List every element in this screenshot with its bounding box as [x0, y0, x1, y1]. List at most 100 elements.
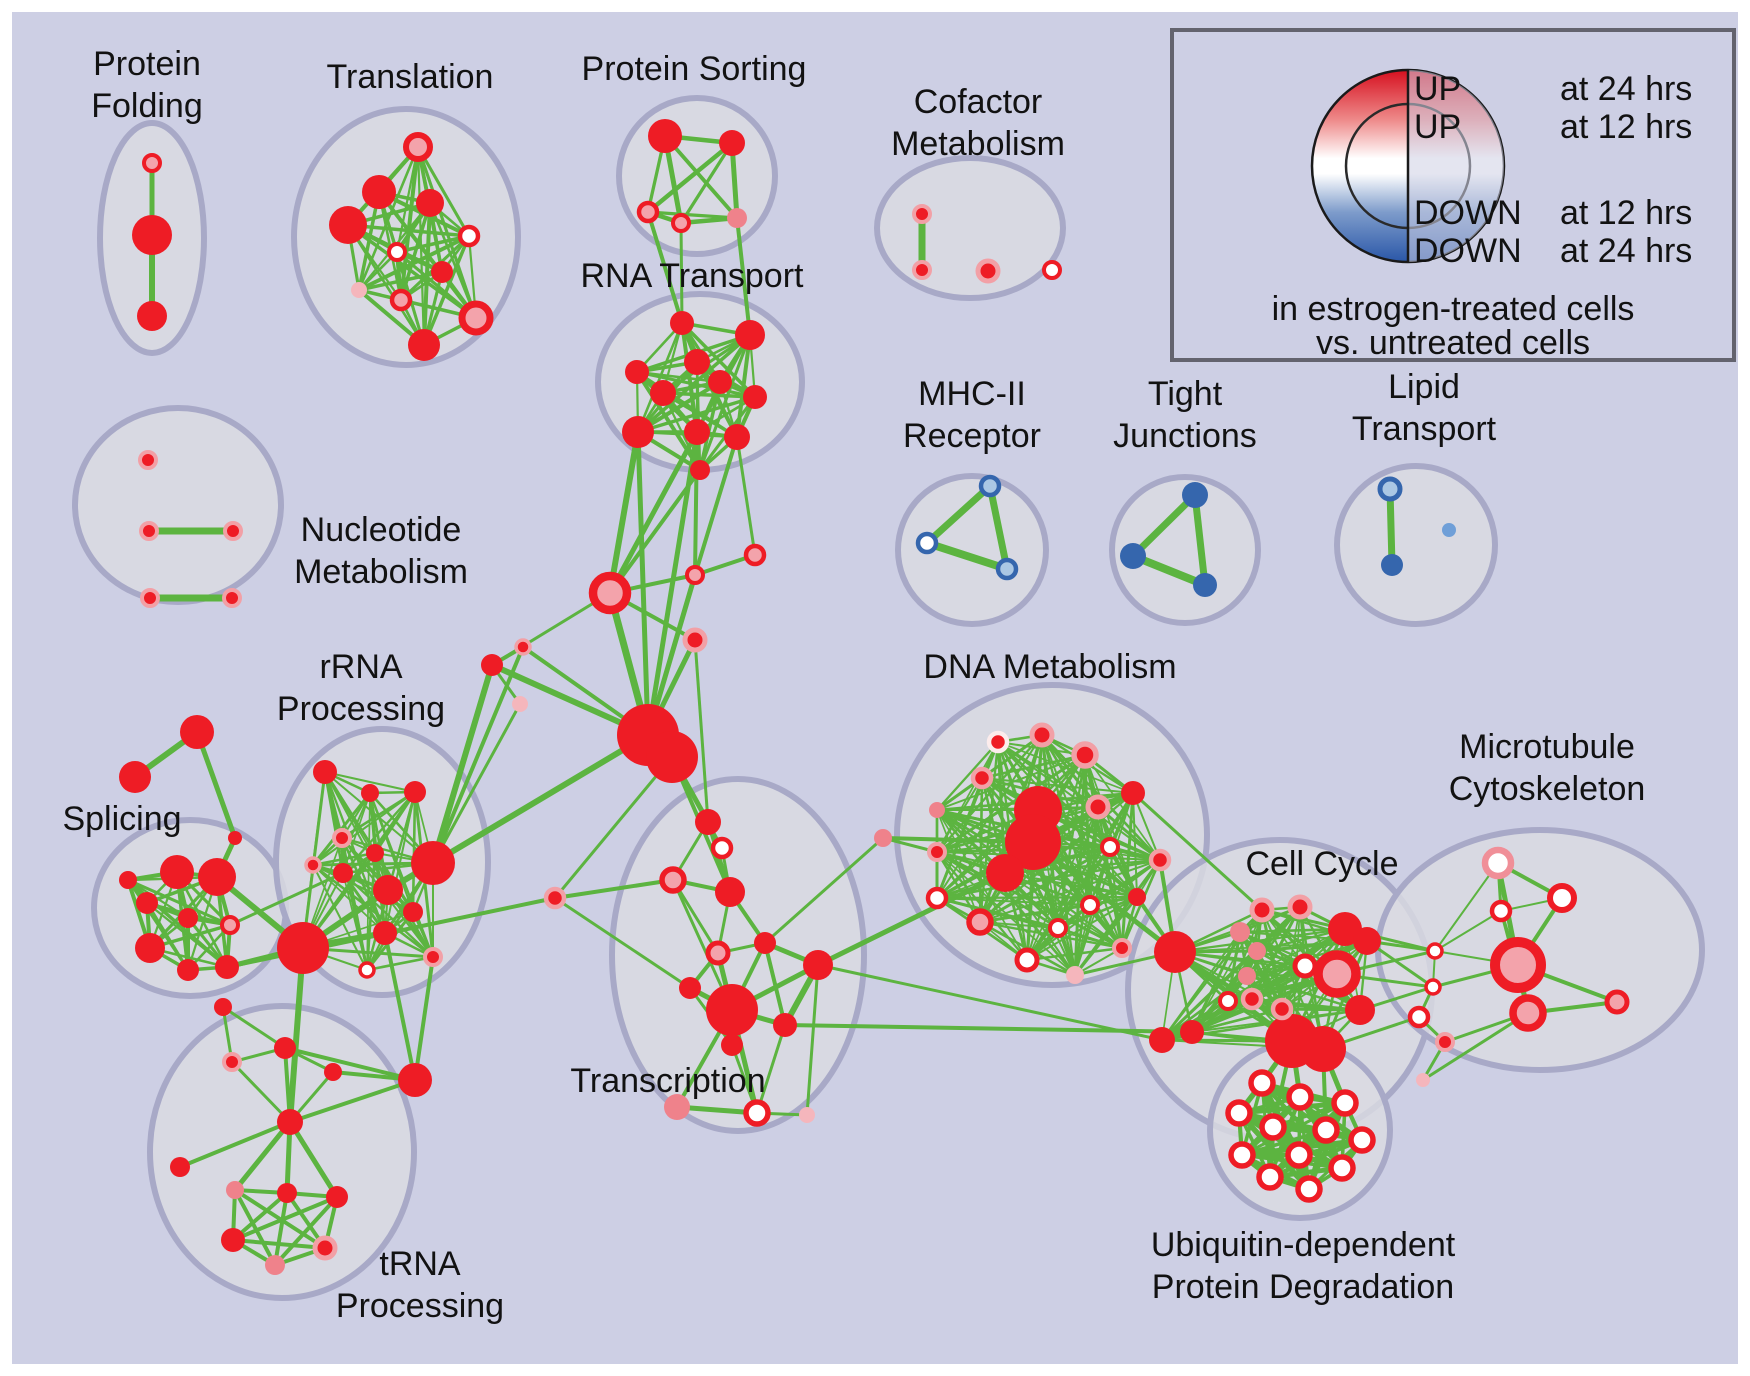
- node-dna-13: [925, 886, 949, 910]
- node-backbone-2: [228, 831, 242, 845]
- edge-rna-transport: [661, 391, 757, 399]
- node-trna-11: [324, 1063, 342, 1081]
- node-splicing-4: [220, 915, 240, 935]
- cluster-tight-junctions-label: Junctions: [1113, 417, 1257, 455]
- edge-transcription: [763, 941, 787, 1027]
- node-backbone-13: [874, 829, 892, 847]
- node-mhc2-0: [978, 474, 1002, 498]
- node-translation-2: [416, 189, 444, 217]
- node-splicing-5: [135, 933, 165, 963]
- node-dna-18: [1112, 938, 1132, 958]
- node-backbone-6: [685, 565, 705, 585]
- edge-protein-sorting: [646, 210, 739, 220]
- edge-link-splicing-rrna: [228, 871, 345, 927]
- node-cellcycle-2: [1287, 894, 1313, 920]
- node-nucleotide-2: [223, 521, 243, 541]
- edge-microtubule: [1434, 910, 1502, 952]
- node-dna-14: [966, 908, 994, 936]
- edge-link-rna-transport-backbone: [608, 468, 702, 595]
- edge-translation: [357, 270, 444, 292]
- node-dna-0: [986, 730, 1010, 754]
- node-ubiquitin-4: [1259, 1113, 1287, 1141]
- node-ubiquitin-11: [1295, 1175, 1323, 1203]
- legend-dir-2: DOWN: [1414, 194, 1522, 232]
- node-transcription-12: [743, 1099, 771, 1127]
- node-dna-19: [1014, 947, 1040, 973]
- node-rna-transport-4: [708, 370, 732, 394]
- node-dna-3: [970, 766, 994, 790]
- node-trna-3: [277, 1183, 297, 1203]
- edge-dna: [935, 808, 1077, 977]
- node-splicing-1: [198, 858, 236, 896]
- edge-cellcycle: [1246, 975, 1361, 1011]
- edge-dna: [1056, 895, 1139, 930]
- edge-link-backbone-transcription: [553, 896, 692, 990]
- node-microtubule-2: [1489, 899, 1513, 923]
- legend: UP at 24 hrs UP at 12 hrs DOWN at 12 hrs DOWN a…: [1170, 28, 1736, 362]
- node-cellcycle-13: [1300, 1026, 1346, 1072]
- node-tight-junctions-0: [1182, 482, 1208, 508]
- node-trna-12: [398, 1063, 432, 1097]
- legend-dir-3: DOWN: [1414, 232, 1522, 270]
- legend-time-1: at 12 hrs: [1560, 108, 1692, 146]
- node-cofactor-1: [912, 260, 932, 280]
- edge-dna: [936, 754, 1086, 811]
- node-nucleotide-1: [139, 521, 159, 541]
- legend-footer-1: vs. untreated cells: [1316, 324, 1590, 362]
- node-trna-6: [312, 1235, 338, 1261]
- node-rrna-3: [332, 828, 352, 848]
- node-trna-5: [221, 1228, 245, 1252]
- legend-time-3: at 24 hrs: [1560, 232, 1692, 270]
- node-splicing-6: [177, 959, 199, 981]
- node-translation-6: [431, 261, 453, 283]
- edge-link-rna-transport-backbone: [693, 435, 739, 577]
- cluster-microtubule-label: Microtubule: [1459, 728, 1635, 766]
- node-cellcycle-9: [1238, 967, 1256, 985]
- edge-link-rna-transport-backbone: [735, 435, 757, 557]
- edge-protein-sorting: [663, 134, 739, 220]
- edge-trna: [288, 1078, 417, 1124]
- node-rna-transport-10: [690, 460, 710, 480]
- edge-rna-transport: [636, 380, 722, 434]
- edge-mhc2: [923, 482, 994, 547]
- cluster-trna-label: Processing: [336, 1287, 504, 1325]
- edge-trna: [273, 1191, 289, 1267]
- node-cofactor-3: [1042, 260, 1062, 280]
- cluster-protein-sorting-ellipse: [616, 95, 778, 257]
- edge-transcription: [755, 1023, 787, 1115]
- edge-trna: [232, 1119, 293, 1193]
- cluster-cofactor-label: Cofactor: [914, 83, 1043, 121]
- node-rrna-13: [277, 922, 329, 974]
- node-transcription-2: [659, 866, 687, 894]
- edge-rrna: [368, 791, 435, 959]
- node-dna-11: [1100, 837, 1120, 857]
- cluster-cofactor-label: Metabolism: [891, 125, 1065, 163]
- node-translation-9: [458, 300, 494, 336]
- node-rna-transport-9: [724, 424, 750, 450]
- node-protein-folding-1: [132, 215, 172, 255]
- node-backbone-9: [514, 638, 532, 656]
- cluster-translation-label: Translation: [327, 58, 494, 96]
- edge-trna: [221, 1005, 287, 1050]
- node-microtubule-9: [1435, 1032, 1455, 1052]
- edge-backbone: [490, 591, 612, 667]
- node-nucleotide-3: [140, 588, 160, 608]
- edge-translation: [357, 234, 471, 292]
- edge-mhc2: [986, 482, 1011, 573]
- node-trna-8: [214, 998, 232, 1016]
- node-nucleotide-0: [138, 450, 158, 470]
- node-ubiquitin-3: [1225, 1099, 1253, 1127]
- edge-link-transcription-cellcycle: [816, 963, 1164, 1042]
- node-microtubule-0: [1481, 846, 1515, 880]
- edge-microtubule: [1421, 1011, 1530, 1082]
- node-dna-7: [1005, 814, 1061, 870]
- node-ubiquitin-10: [1256, 1163, 1284, 1191]
- node-microtubule-1: [1547, 883, 1577, 913]
- cluster-trna-label: tRNA: [379, 1245, 461, 1283]
- cluster-lipid-transport-ellipse: [1334, 463, 1498, 627]
- node-rrna-0: [313, 760, 337, 784]
- edge-splicing: [126, 878, 190, 920]
- edge-rrna: [312, 791, 416, 866]
- node-splicing-7: [215, 955, 239, 979]
